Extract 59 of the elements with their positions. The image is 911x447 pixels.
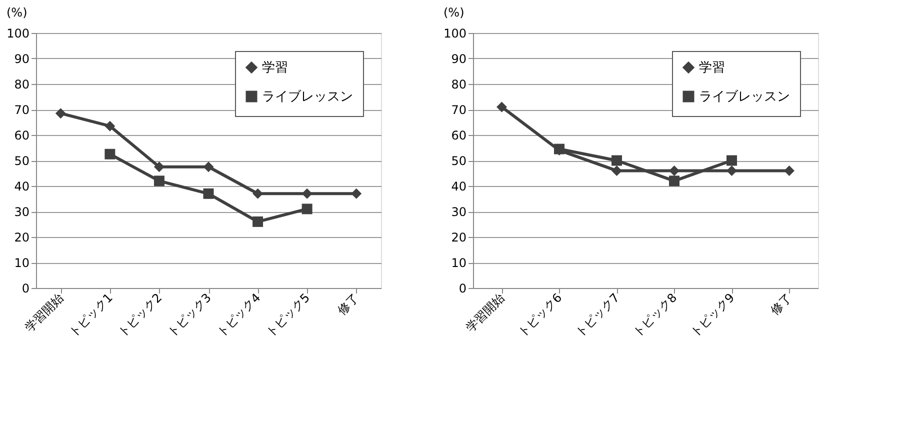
legend-label: 学習	[262, 60, 288, 76]
x-tick-label: 修了	[768, 290, 795, 318]
point	[203, 188, 214, 199]
y-tick-label: 70	[14, 103, 30, 117]
x-tick-label: トピック4	[214, 290, 264, 340]
legend-label: 学習	[699, 60, 725, 76]
y-tick-label: 100	[6, 26, 30, 40]
y-tick-label: 80	[451, 78, 466, 92]
y-tick-label: 20	[451, 230, 466, 244]
point	[726, 155, 737, 166]
y-tick-label: 60	[14, 128, 30, 142]
point	[726, 165, 737, 176]
y-axis-title: (%)	[6, 6, 28, 20]
point	[612, 165, 622, 176]
point	[203, 162, 214, 172]
x-tick-label: トピック7	[572, 290, 622, 340]
point	[154, 162, 164, 172]
point	[496, 102, 507, 112]
point	[104, 148, 116, 160]
point	[669, 176, 680, 186]
y-tick-label: 50	[14, 154, 30, 168]
y-tick-label: 100	[444, 26, 466, 40]
x-tick-label: トピック5	[263, 290, 313, 340]
y-tick-label: 30	[14, 205, 30, 219]
y-tick-label: 90	[14, 52, 30, 66]
x-tick-label: 修了	[334, 290, 362, 318]
y-tick-label: 40	[14, 180, 30, 194]
y-tick-label: 30	[451, 205, 466, 219]
point	[154, 176, 164, 186]
x-tick-label: トピック2	[115, 290, 165, 340]
y-tick-label: 50	[451, 154, 466, 168]
y-tick-label: 10	[451, 256, 466, 270]
point	[302, 204, 312, 214]
legend-label: ライブレッスン	[262, 90, 353, 104]
point	[252, 188, 264, 199]
point	[302, 188, 312, 199]
point	[55, 108, 66, 119]
y-tick-label: 40	[451, 180, 466, 194]
point	[669, 165, 680, 176]
y-tick-label: 0	[458, 282, 466, 296]
point	[351, 188, 362, 199]
x-tick-label: トピック3	[164, 290, 214, 340]
point	[784, 165, 794, 176]
x-tick-label: トピック8	[630, 290, 680, 340]
point	[612, 155, 622, 166]
y-tick-label: 0	[22, 282, 30, 296]
y-tick-label: 60	[451, 128, 466, 142]
point	[104, 120, 116, 132]
y-tick-label: 70	[451, 103, 466, 117]
y-tick-label: 20	[14, 230, 30, 244]
x-tick-label: トピック1	[66, 290, 116, 340]
x-tick-label: トピック9	[688, 290, 738, 340]
y-tick-label: 10	[14, 256, 30, 270]
x-tick-label: トピック6	[515, 290, 565, 340]
y-tick-label: 90	[451, 52, 466, 66]
y-tick-label: 80	[14, 78, 30, 92]
legend-label: ライブレッスン	[699, 90, 790, 104]
point	[252, 216, 264, 227]
y-axis-title: (%)	[444, 6, 464, 20]
